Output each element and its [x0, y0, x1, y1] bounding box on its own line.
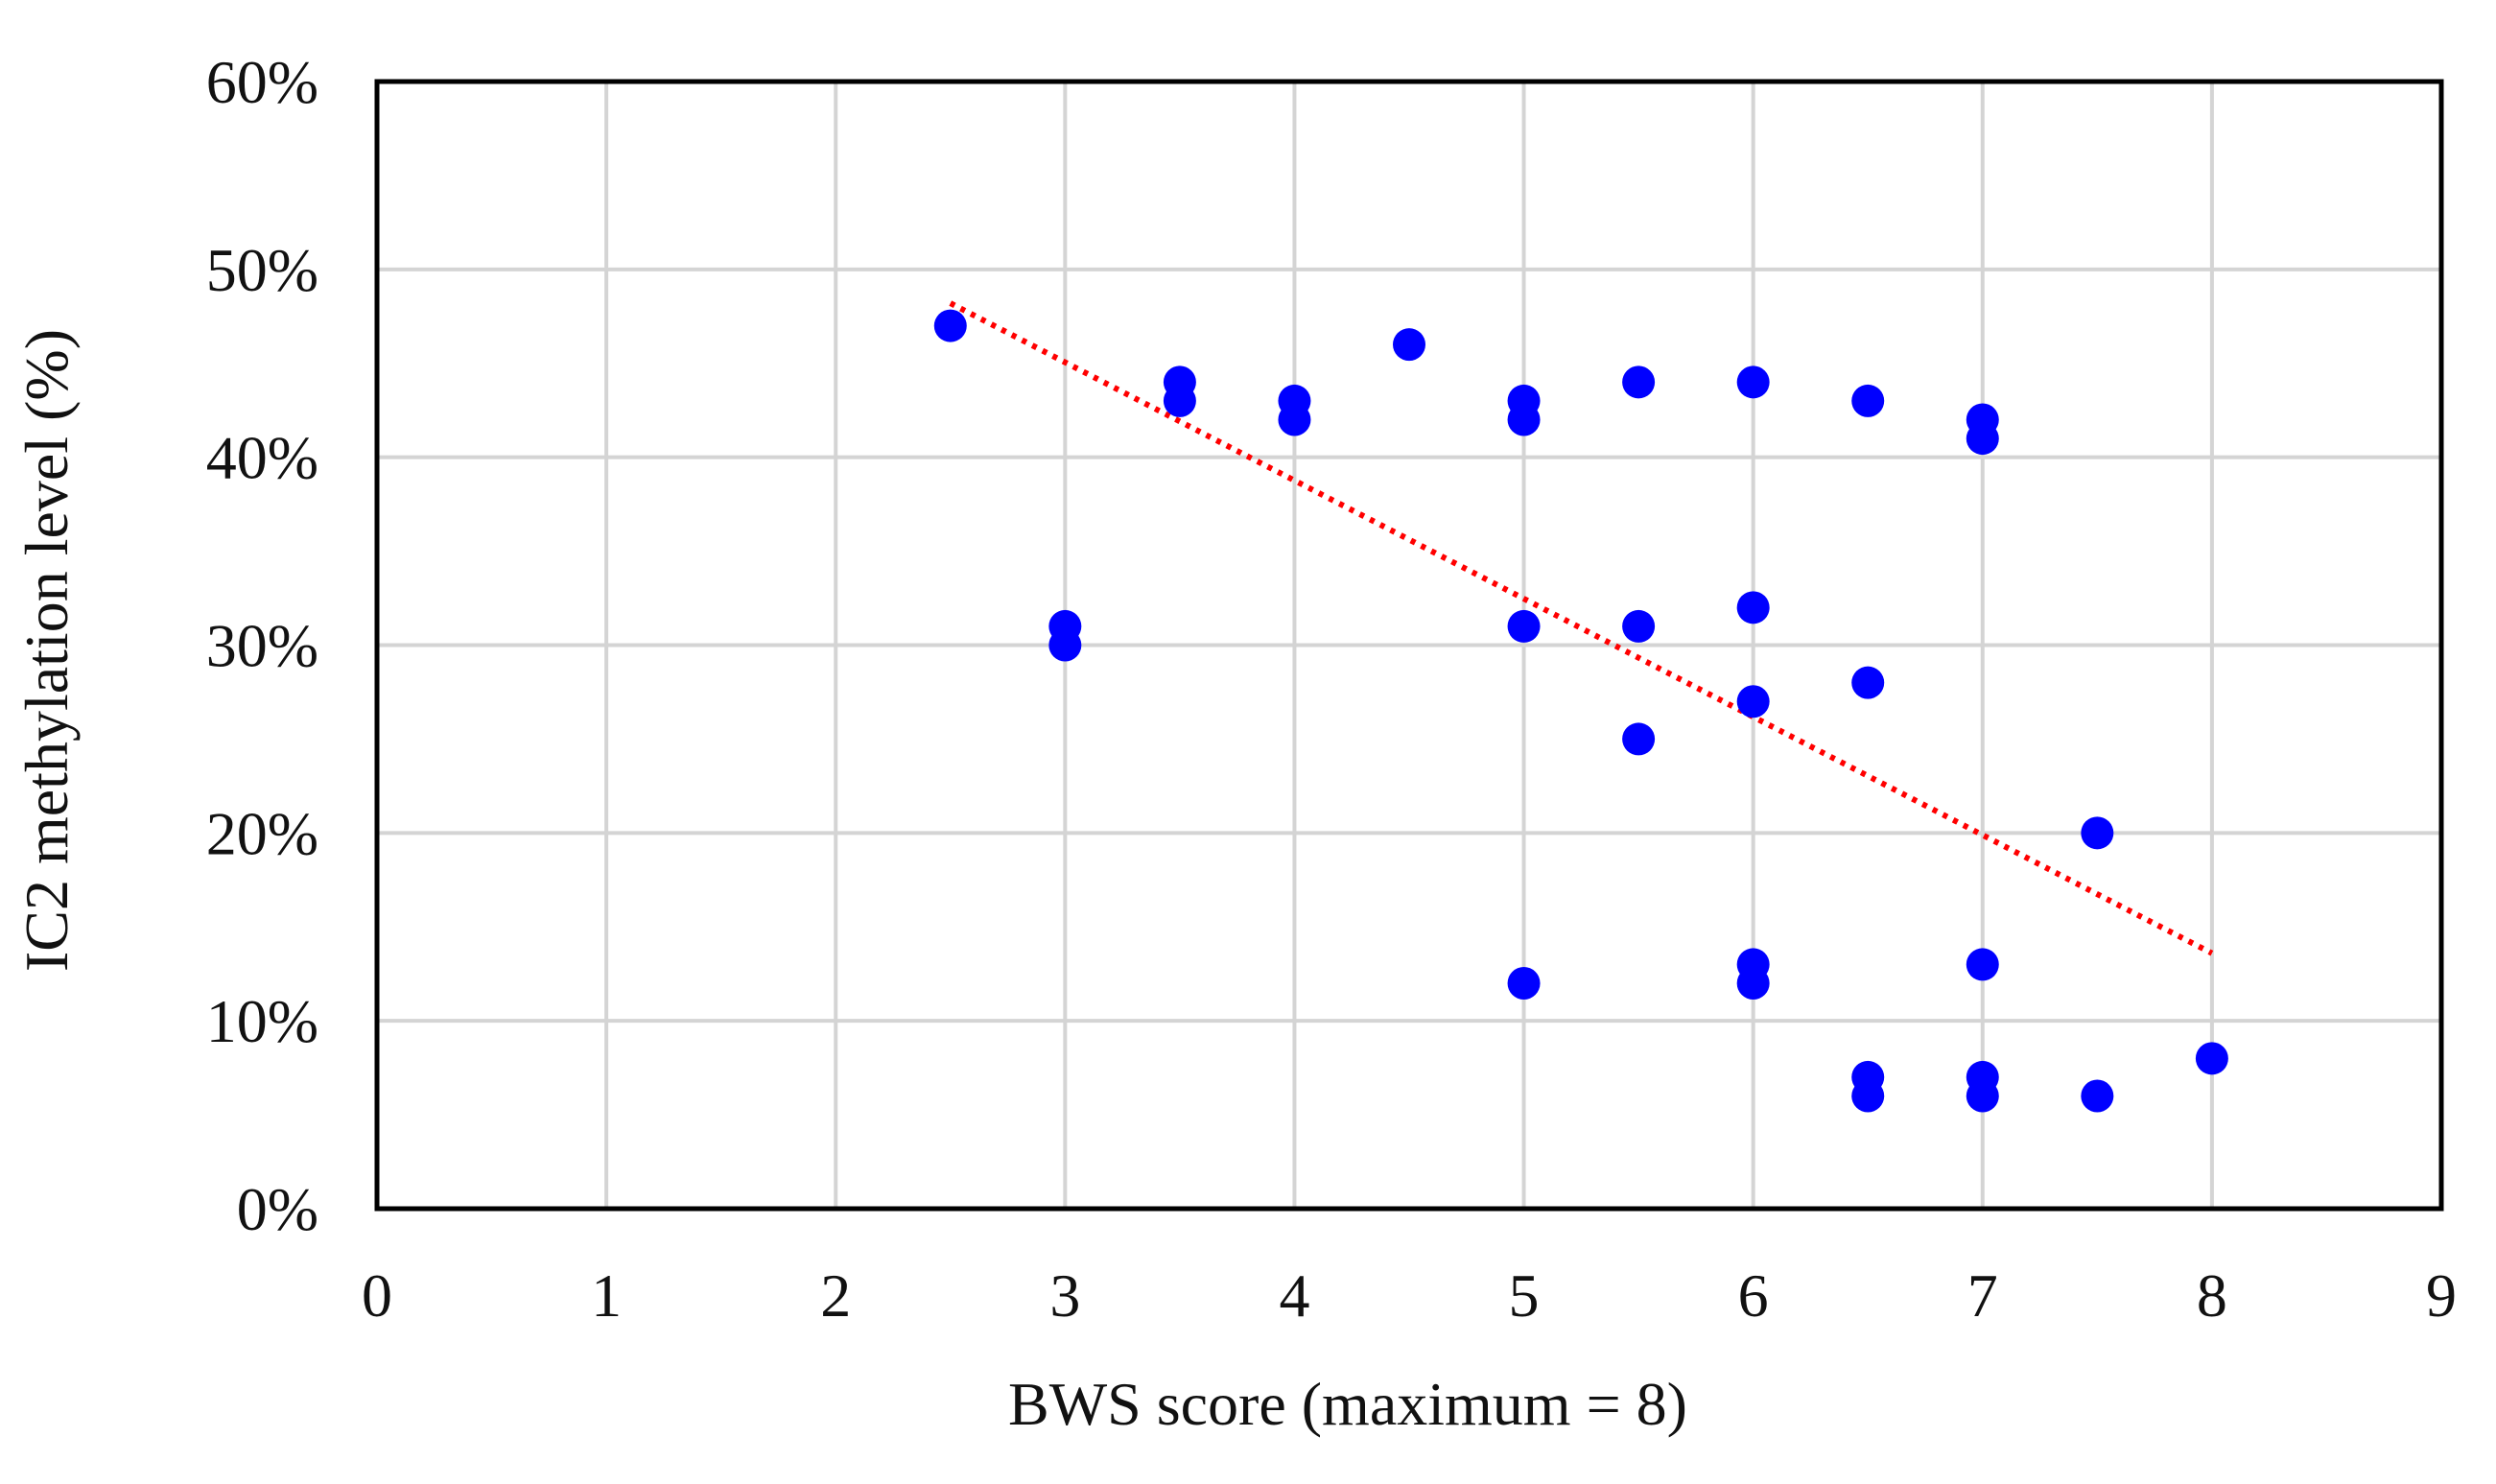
data-point — [1622, 609, 1656, 643]
x-tick-label: 0 — [362, 1261, 392, 1330]
data-point — [1507, 967, 1541, 1000]
data-point — [1163, 384, 1196, 417]
x-tick-label: 1 — [591, 1261, 622, 1330]
data-point — [933, 309, 967, 342]
data-point — [1507, 403, 1541, 436]
plot-frame — [374, 79, 2444, 1212]
data-point — [1622, 365, 1656, 399]
y-tick-label: 20% — [206, 799, 318, 867]
data-point — [1048, 628, 1082, 662]
x-tick-label: 2 — [820, 1261, 851, 1330]
data-point — [2081, 816, 2114, 850]
x-tick-label: 8 — [2197, 1261, 2227, 1330]
x-tick-label: 3 — [1049, 1261, 1080, 1330]
data-point — [2195, 1042, 2228, 1075]
data-point — [1736, 591, 1770, 624]
data-point — [1393, 328, 1425, 362]
data-point — [1736, 685, 1770, 718]
x-axis-title: BWS score (maximum = 8) — [1008, 1370, 1687, 1438]
y-tick-label: 30% — [206, 612, 318, 680]
y-axis-title: IC2 methylation level (%) — [12, 329, 81, 972]
y-tick-label: 10% — [206, 987, 318, 1055]
data-point — [1851, 1079, 1885, 1113]
y-tick-labels: 0% 10% 20% 30% 40% 50% 60% — [206, 48, 318, 1243]
data-point — [1851, 666, 1885, 699]
x-tick-label: 9 — [2426, 1261, 2457, 1330]
data-point — [1966, 948, 1999, 981]
x-tick-label: 4 — [1279, 1261, 1309, 1330]
data-point — [1736, 365, 1770, 399]
plot-frame-layer — [374, 79, 2444, 1212]
x-tick-label: 5 — [1509, 1261, 1540, 1330]
y-tick-label: 60% — [206, 48, 318, 116]
y-tick-label: 40% — [206, 424, 318, 492]
x-tick-label: 6 — [1738, 1261, 1769, 1330]
data-point — [1622, 722, 1656, 756]
data-point — [1507, 609, 1541, 643]
data-points — [933, 309, 2228, 1113]
data-point — [1966, 422, 1999, 456]
data-point — [2081, 1079, 2114, 1113]
y-tick-label: 50% — [206, 236, 318, 304]
x-tick-label: 7 — [1967, 1261, 1998, 1330]
data-point — [1851, 384, 1885, 417]
data-point — [1736, 967, 1770, 1000]
data-point — [1278, 403, 1311, 436]
data-point — [1966, 1079, 1999, 1113]
y-tick-label: 0% — [237, 1175, 318, 1243]
x-tick-labels: 0 1 2 3 4 5 6 7 8 9 — [362, 1261, 2457, 1330]
